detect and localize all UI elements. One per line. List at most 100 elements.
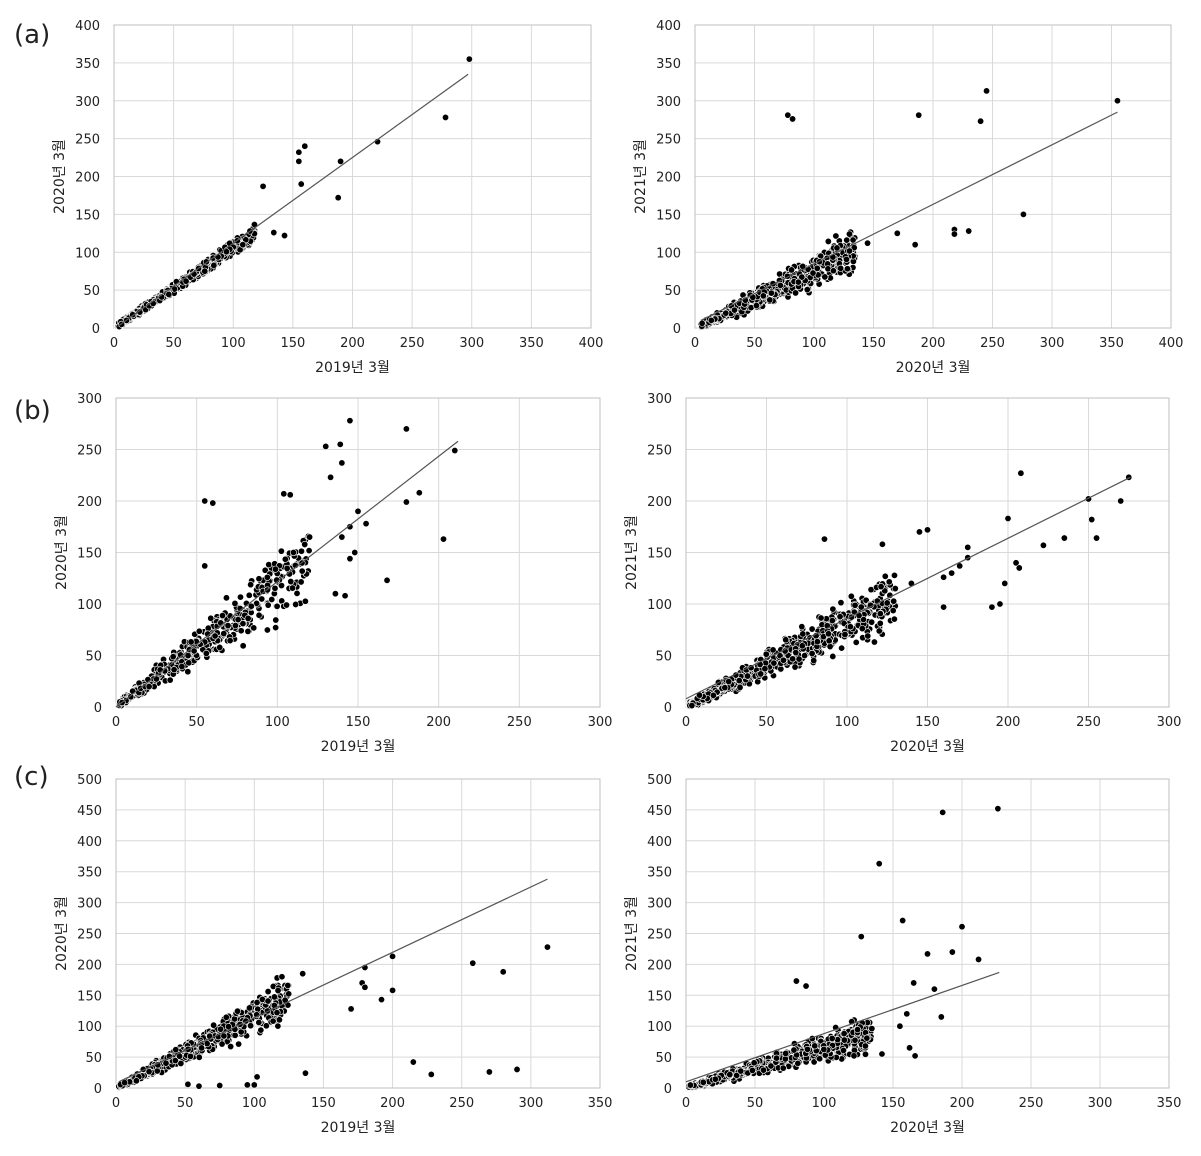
data-point	[825, 630, 833, 638]
y-axis-title: 2020년 3월	[52, 139, 68, 214]
data-point	[870, 638, 878, 646]
data-point	[795, 655, 803, 663]
y-tick-label: 150	[647, 547, 672, 562]
data-point	[271, 565, 279, 573]
data-point	[767, 1062, 775, 1070]
data-point	[287, 578, 295, 586]
data-point	[735, 677, 743, 685]
data-point	[216, 643, 224, 651]
data-point	[851, 1036, 859, 1044]
data-point	[769, 646, 777, 654]
x-tick-label: 100	[812, 1096, 837, 1111]
data-point	[825, 637, 833, 645]
data-point	[210, 261, 218, 269]
trend-line	[115, 440, 459, 708]
data-point	[885, 578, 893, 586]
data-point	[731, 306, 739, 314]
y-tick-label: 100	[656, 246, 681, 261]
data-point	[977, 117, 985, 125]
x-tick-label: 250	[507, 715, 532, 730]
y-tick-label: 300	[75, 95, 100, 110]
data-point	[881, 572, 889, 580]
data-point	[171, 1057, 179, 1065]
data-point	[802, 982, 810, 990]
data-point	[798, 642, 806, 650]
data-point	[201, 497, 209, 505]
data-point	[239, 620, 247, 628]
data-point	[236, 593, 244, 601]
data-point	[789, 115, 797, 123]
data-point	[1019, 210, 1027, 218]
scatter-plot-5: 0 50 100 150 200 250 300 350 0 50 100 150 200 250 300 3…	[54, 773, 612, 1136]
y-tick-label: 350	[77, 866, 102, 881]
y-tick-label: 500	[77, 773, 102, 788]
y-tick-label: 250	[77, 444, 102, 459]
data-point	[906, 1044, 914, 1052]
data-point	[850, 1052, 858, 1060]
data-point	[184, 652, 192, 660]
data-point	[216, 1082, 224, 1090]
data-point	[709, 691, 717, 699]
data-point	[813, 638, 821, 646]
data-point	[736, 683, 744, 691]
data-point	[351, 548, 359, 556]
data-point	[281, 232, 289, 240]
data-point	[132, 1077, 140, 1085]
data-point	[204, 624, 212, 632]
data-point	[809, 269, 817, 277]
x-tick-label: 300	[1088, 1096, 1113, 1111]
data-point	[469, 959, 477, 967]
x-tick-label: 150	[346, 715, 371, 730]
x-tick-label: 100	[242, 1096, 267, 1111]
data-point	[220, 1032, 228, 1040]
data-point	[270, 993, 278, 1001]
y-tick-label: 250	[75, 133, 100, 148]
data-point	[975, 955, 983, 963]
data-point	[231, 622, 239, 630]
data-point	[237, 627, 245, 635]
x-tick-label: 250	[449, 1096, 474, 1111]
data-point	[878, 1050, 886, 1058]
panel-label-a: (a)	[14, 20, 51, 50]
data-point	[876, 619, 884, 627]
y-tick-label: 100	[77, 1020, 102, 1035]
data-point	[782, 1049, 790, 1057]
data-point	[833, 244, 841, 252]
x-tick-label: 250	[1019, 1096, 1044, 1111]
data-point	[226, 637, 234, 645]
data-point	[292, 600, 300, 608]
data-point	[722, 309, 730, 317]
data-point	[255, 575, 263, 583]
data-point	[255, 611, 263, 619]
data-point	[725, 678, 733, 686]
data-point	[857, 933, 865, 941]
data-point	[864, 632, 872, 640]
data-point	[211, 632, 219, 640]
data-point	[1117, 497, 1125, 505]
y-tick-label: 300	[77, 392, 102, 407]
data-point	[263, 573, 271, 581]
trend-line	[685, 476, 1131, 700]
data-point	[247, 1022, 255, 1030]
x-tick-label: 400	[1159, 336, 1184, 351]
data-point	[153, 1067, 161, 1075]
data-point	[889, 607, 897, 615]
data-point	[857, 603, 865, 611]
data-point	[752, 302, 760, 310]
data-point	[195, 1082, 203, 1090]
data-point	[868, 1025, 876, 1033]
data-point	[184, 668, 192, 676]
data-point	[209, 499, 217, 507]
y-tick-label: 0	[94, 701, 102, 716]
data-point	[347, 1005, 355, 1013]
data-point	[170, 666, 178, 674]
data-point	[911, 241, 919, 249]
data-point	[688, 702, 696, 710]
y-tick-label: 200	[656, 171, 681, 186]
data-points	[115, 417, 459, 710]
y-tick-label: 50	[655, 650, 672, 665]
data-point	[1060, 534, 1068, 542]
data-point	[201, 267, 209, 275]
data-point	[788, 266, 796, 274]
